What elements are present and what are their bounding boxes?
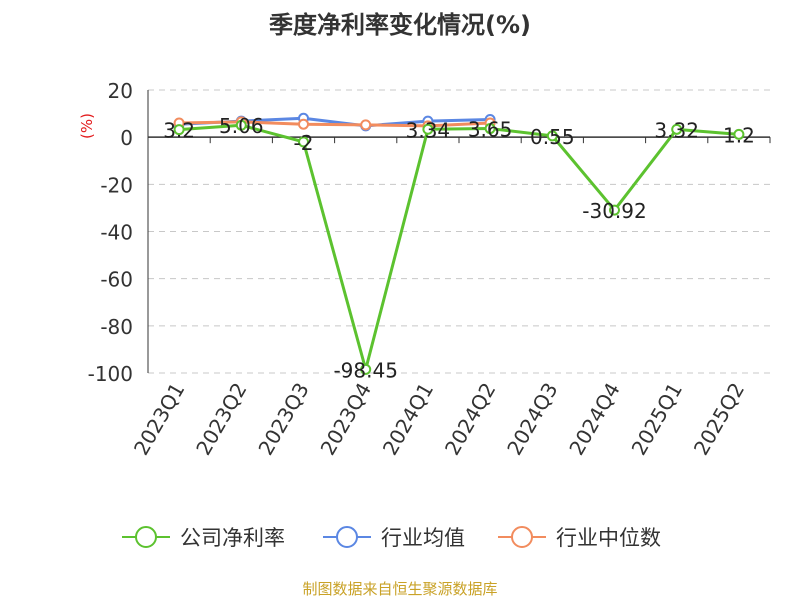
data-label: -30.92 [582, 199, 646, 223]
data-point [173, 124, 185, 136]
x-tick-label: 2024Q4 [564, 379, 624, 460]
legend-marker [135, 526, 157, 548]
data-label: 1.2 [723, 123, 755, 147]
data-point [733, 128, 745, 140]
y-tick-label: 20 [108, 79, 133, 103]
data-point [671, 123, 683, 135]
y-tick-label: -100 [88, 362, 133, 386]
data-point [235, 119, 247, 131]
y-tick-label: 0 [120, 126, 133, 150]
data-point [609, 204, 620, 216]
legend-item: 行业中位数 [498, 526, 661, 550]
legend-marker [336, 526, 358, 548]
x-tick-label: 2024Q2 [440, 378, 500, 459]
legend-label: 行业中位数 [556, 526, 661, 550]
series-0 [173, 119, 745, 375]
chart-title: 季度净利率变化情况(%) [269, 11, 531, 39]
x-tick-label: 2025Q2 [689, 379, 749, 460]
data-label: -2 [294, 131, 314, 155]
data-label: 3.32 [654, 118, 699, 142]
data-label: -98.45 [333, 358, 397, 382]
data-point [298, 118, 309, 130]
data-point [298, 136, 309, 148]
y-tick-label: -20 [100, 173, 133, 197]
data-label: 5.06 [219, 114, 264, 138]
y-tick-label: -80 [100, 315, 133, 339]
data-point [360, 119, 372, 131]
legend-marker [511, 526, 533, 548]
data-label: 0.55 [530, 125, 575, 149]
data-point [546, 130, 558, 142]
data-point [360, 363, 372, 375]
data-label: 3.34 [406, 118, 451, 142]
y-tick-label: -60 [100, 268, 133, 292]
x-tick-label: 2023Q2 [191, 379, 251, 460]
legend-label: 公司净利率 [180, 526, 285, 550]
data-label: 3.2 [163, 119, 195, 143]
source-note: 制图数据来自恒生聚源数据库 [302, 580, 497, 598]
data-label: 3.65 [468, 118, 513, 142]
series-line [178, 123, 740, 371]
data-point [484, 123, 496, 135]
x-tick-label: 2023Q3 [253, 379, 313, 460]
y-axis-unit-label: (%) [78, 113, 96, 139]
legend-item: 行业均值 [323, 526, 465, 550]
y-tick-label: -40 [100, 221, 133, 245]
x-tick-label: 2023Q4 [316, 379, 376, 460]
x-tick-label: 2025Q1 [627, 379, 687, 460]
x-tick-label: 2023Q1 [129, 379, 189, 460]
series-line [179, 120, 491, 128]
x-tick-label: 2024Q1 [378, 379, 438, 460]
x-tick-label: 2024Q3 [502, 379, 562, 460]
legend-label: 行业均值 [381, 526, 465, 550]
legend-item: 公司净利率 [122, 526, 285, 550]
data-point [422, 123, 434, 135]
